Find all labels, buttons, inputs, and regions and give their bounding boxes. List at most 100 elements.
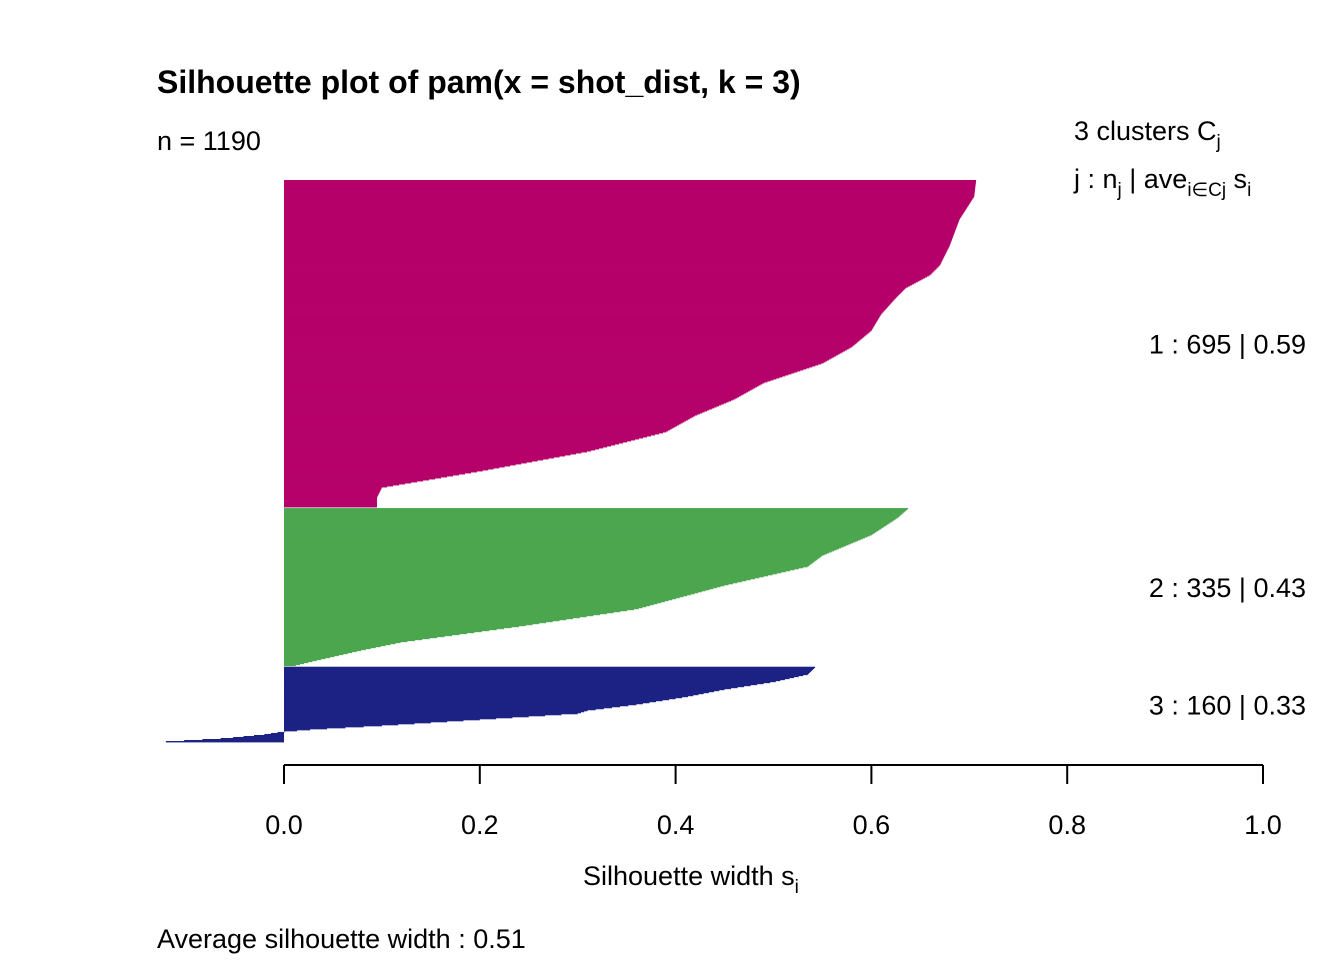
silhouette-bar xyxy=(284,514,902,516)
silhouette-bar xyxy=(284,370,801,372)
silhouette-bar xyxy=(284,577,755,580)
silhouette-bar xyxy=(284,401,729,403)
silhouette-bar xyxy=(284,406,717,408)
silhouette-bar xyxy=(284,185,976,187)
silhouette-bar xyxy=(284,224,958,226)
silhouette-bar xyxy=(284,641,401,644)
silhouette-bar xyxy=(284,404,722,406)
silhouette-bar xyxy=(284,259,943,261)
silhouette-bar xyxy=(284,438,640,440)
silhouette-bar xyxy=(284,642,396,645)
silhouette-bar xyxy=(284,542,851,545)
silhouette-bar xyxy=(284,636,438,639)
silhouette-bar xyxy=(284,625,519,628)
silhouette-bar xyxy=(284,511,905,513)
silhouette-bar xyxy=(284,315,881,317)
silhouette-bar xyxy=(284,249,948,251)
silhouette-bar xyxy=(284,560,815,563)
silhouette-bar xyxy=(284,589,706,592)
silhouette-bar xyxy=(284,384,761,386)
silhouette-bar xyxy=(284,550,832,553)
silhouette-bar xyxy=(284,270,935,272)
silhouette-bar xyxy=(284,658,322,661)
silhouette-bar xyxy=(284,371,798,373)
silhouette-bar xyxy=(284,710,585,713)
silhouette-bar xyxy=(284,333,868,335)
silhouette-bar xyxy=(284,552,827,555)
silhouette-bar xyxy=(284,464,516,466)
silhouette-bar xyxy=(284,216,962,218)
silhouette-bar xyxy=(284,247,949,249)
silhouette-bar xyxy=(284,316,880,318)
silhouette-bar xyxy=(284,527,883,529)
silhouette-bar xyxy=(284,717,497,720)
silhouette-bar xyxy=(284,202,971,204)
silhouette-bar xyxy=(284,444,616,446)
silhouette-bar xyxy=(284,480,424,482)
silhouette-bar xyxy=(284,372,795,374)
silhouette-bar xyxy=(284,306,888,308)
silhouette-bar xyxy=(284,667,815,670)
silhouette-bar xyxy=(284,628,497,631)
silhouette-bar xyxy=(284,379,774,381)
silhouette-bar xyxy=(284,184,976,186)
silhouette-bar xyxy=(284,587,714,590)
silhouette-bar xyxy=(284,691,709,694)
silhouette-bar xyxy=(284,343,856,345)
silhouette-bar xyxy=(284,420,687,422)
silhouette-bar xyxy=(284,437,644,439)
silhouette-bar xyxy=(284,458,549,460)
silhouette-bar xyxy=(284,657,326,660)
silhouette-bar xyxy=(284,465,511,467)
silhouette-bar xyxy=(284,252,947,254)
silhouette-bar xyxy=(284,682,764,685)
silhouette-bar xyxy=(284,596,680,599)
silhouette-bar xyxy=(284,226,957,228)
silhouette-bar xyxy=(284,506,378,508)
silhouette-bar xyxy=(284,381,768,383)
silhouette-bar xyxy=(284,565,808,568)
silhouette-bar xyxy=(284,206,968,208)
silhouette-bar xyxy=(284,579,747,582)
silhouette-bar xyxy=(284,617,574,620)
silhouette-bar xyxy=(284,556,820,559)
silhouette-bar xyxy=(284,571,782,574)
silhouette-bar xyxy=(284,225,958,227)
silhouette-bar xyxy=(284,285,911,287)
silhouette-bar xyxy=(284,672,809,675)
silhouette-bar xyxy=(284,474,460,476)
silhouette-bar xyxy=(284,724,382,727)
silhouette-bar xyxy=(284,373,792,375)
silhouette-bar xyxy=(284,429,670,431)
silhouette-bar xyxy=(284,223,958,225)
silhouette-bar xyxy=(284,539,858,542)
silhouette-bar xyxy=(284,475,454,477)
silhouette-bar xyxy=(284,563,811,566)
silhouette-bar xyxy=(284,510,906,512)
silhouette-bar xyxy=(284,302,892,304)
silhouette-bar xyxy=(284,193,975,195)
silhouette-bar xyxy=(284,390,750,392)
silhouette-bar xyxy=(284,525,886,527)
silhouette-bar xyxy=(284,483,406,485)
silhouette-bar xyxy=(284,248,949,250)
chart-title: Silhouette plot of pam(x = shot_dist, k … xyxy=(157,64,801,100)
silhouette-bar xyxy=(284,305,889,307)
silhouette-bar xyxy=(284,421,685,423)
silhouette-bar xyxy=(284,411,705,413)
silhouette-bar xyxy=(284,423,681,425)
silhouette-bar xyxy=(284,468,494,470)
silhouette-bar xyxy=(284,496,378,498)
silhouette-bar xyxy=(284,207,968,209)
silhouette-bar xyxy=(284,303,891,305)
silhouette-bar xyxy=(284,237,953,239)
silhouette-bar xyxy=(284,534,872,536)
silhouette-bar xyxy=(284,662,305,665)
silhouette-bar xyxy=(284,453,577,455)
silhouette-bar xyxy=(284,548,837,551)
silhouette-bar xyxy=(284,204,969,206)
silhouette-bar xyxy=(284,309,886,311)
silhouette-bar xyxy=(284,701,650,704)
silhouette-bar xyxy=(284,715,529,718)
silhouette-bar xyxy=(284,208,967,210)
